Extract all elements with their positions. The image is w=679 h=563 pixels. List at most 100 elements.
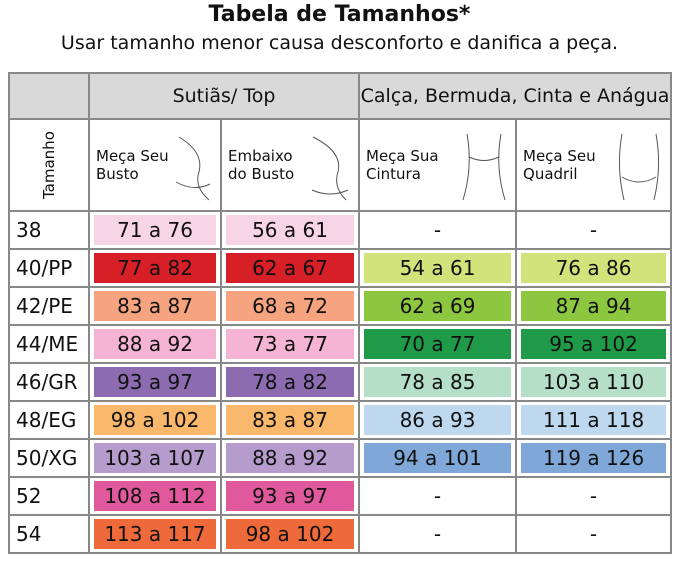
size-cell: 54 — [8, 514, 90, 554]
sketch — [462, 133, 506, 201]
range-cell: 103 a 107 — [88, 438, 222, 478]
data-row: 38 71 a 76 56 a 61- - — [8, 210, 673, 250]
range-cell: - — [358, 476, 518, 516]
cell-value: 83 a 87 — [226, 405, 355, 435]
column-text: Meça Seu Quadril — [523, 147, 596, 183]
range-cell: 70 a 77 — [358, 324, 518, 364]
range-cell: 88 a 92 — [219, 438, 361, 478]
size-cell: 50/XG — [8, 438, 90, 478]
column-text: Embaixo do Busto — [228, 147, 295, 183]
data-row: 46/GR 93 a 97 78 a 82 78 a 85 103 a 110 — [8, 362, 673, 402]
range-cell: 93 a 97 — [88, 362, 222, 402]
range-cell: 54 a 61 — [358, 248, 518, 288]
range-cell: 108 a 112 — [88, 476, 222, 516]
cell-value: 93 a 97 — [226, 481, 355, 511]
cell-value: 83 a 87 — [94, 291, 216, 321]
range-cell: 78 a 85 — [358, 362, 518, 402]
range-cell: 86 a 93 — [358, 400, 518, 440]
sketch — [618, 133, 660, 201]
cell-value: - — [521, 481, 667, 511]
cell-value: 113 a 117 — [94, 519, 216, 549]
range-cell: - — [515, 210, 673, 250]
cell-value: - — [521, 215, 667, 245]
cell-value: 95 a 102 — [521, 329, 667, 359]
range-cell: 119 a 126 — [515, 438, 673, 478]
column-text: Meça Sua Cintura — [366, 147, 439, 183]
cell-value: 62 a 67 — [226, 253, 355, 283]
cell-value: 77 a 82 — [94, 253, 216, 283]
cell-value: 78 a 85 — [364, 367, 512, 397]
column-header: Meça Seu Quadril — [515, 118, 673, 212]
cell-value: 88 a 92 — [94, 329, 216, 359]
size-cell: 52 — [8, 476, 90, 516]
range-cell: 78 a 82 — [219, 362, 361, 402]
range-cell: 62 a 67 — [219, 248, 361, 288]
sketch — [175, 136, 211, 201]
range-cell: - — [358, 210, 518, 250]
range-cell: 76 a 86 — [515, 248, 673, 288]
size-cell: 46/GR — [8, 362, 90, 402]
cell-value: 87 a 94 — [521, 291, 667, 321]
range-cell: 83 a 87 — [88, 286, 222, 326]
cell-value: 78 a 82 — [226, 367, 355, 397]
size-cell: 40/PP — [8, 248, 90, 288]
cell-value: 68 a 72 — [226, 291, 355, 321]
range-cell: 98 a 102 — [219, 514, 361, 554]
column-header: Meça Sua Cintura — [358, 118, 518, 212]
cell-value: - — [521, 519, 667, 549]
cell-value: 86 a 93 — [364, 405, 512, 435]
group-row: Sutiãs/ Top Calça, Bermuda, Cinta e Anág… — [8, 72, 673, 120]
data-row: 44/ME 88 a 92 73 a 77 70 a 77 95 a 102 — [8, 324, 673, 364]
range-cell: 68 a 72 — [219, 286, 361, 326]
cell-value: 76 a 86 — [521, 253, 667, 283]
cell-value: 62 a 69 — [364, 291, 512, 321]
range-cell: 94 a 101 — [358, 438, 518, 478]
range-cell: 62 a 69 — [358, 286, 518, 326]
data-row: 48/EG 98 a 102 83 a 87 86 a 93 111 a 118 — [8, 400, 673, 440]
range-cell: - — [358, 514, 518, 554]
cell-value: 98 a 102 — [94, 405, 216, 435]
size-cell: 42/PE — [8, 286, 90, 326]
range-cell: 83 a 87 — [219, 400, 361, 440]
cell-value: - — [364, 519, 512, 549]
range-cell: 71 a 76 — [88, 210, 222, 250]
column-header: Embaixo do Busto — [219, 118, 361, 212]
range-cell: 103 a 110 — [515, 362, 673, 402]
cell-value: - — [364, 481, 512, 511]
range-cell: - — [515, 514, 673, 554]
group-header: Calça, Bermuda, Cinta e Anágua — [358, 72, 673, 120]
column-row: Tamanho Meça Seu Busto Embaixo do Busto … — [9, 118, 673, 212]
range-cell: 88 a 92 — [88, 324, 222, 364]
cell-value: 88 a 92 — [226, 443, 355, 473]
data-row: 42/PE 83 a 87 68 a 72 62 a 69 87 a 94 — [8, 286, 673, 326]
sketch — [311, 136, 349, 201]
range-cell: 56 a 61 — [219, 210, 361, 250]
size-cell: 48/EG — [8, 400, 90, 440]
data-row: 50/XG 103 a 107 88 a 92 94 a 101 119 a 126 — [8, 438, 673, 478]
size-table: Sutiãs/ Top Calça, Bermuda, Cinta e Anág… — [8, 72, 673, 554]
cell-value: 73 a 77 — [226, 329, 355, 359]
cell-value: - — [364, 215, 512, 245]
cell-value: 71 a 76 — [94, 215, 216, 245]
cell-value: 70 a 77 — [364, 329, 512, 359]
range-cell: 113 a 117 — [88, 514, 222, 554]
subtitle: Usar tamanho menor causa desconforto e d… — [60, 32, 619, 54]
size-cell: 38 — [8, 210, 90, 250]
table-body: Sutiãs/ Top Calça, Bermuda, Cinta e Anág… — [8, 72, 673, 554]
size-cell: 44/ME — [8, 324, 90, 364]
cell-value: 54 a 61 — [364, 253, 512, 283]
cell-value: 98 a 102 — [226, 519, 355, 549]
cell-value: 56 a 61 — [226, 215, 355, 245]
cell-value: 93 a 97 — [94, 367, 216, 397]
column-header: Tamanho — [9, 119, 89, 211]
group-header: Sutiãs/ Top — [87, 72, 361, 120]
column-text: Meça Seu Busto — [96, 147, 169, 183]
cell-value: 94 a 101 — [364, 443, 512, 473]
cell-value: 103 a 110 — [521, 367, 667, 397]
cell-value: 108 a 112 — [94, 481, 216, 511]
data-row: 40/PP 77 a 82 62 a 67 54 a 61 76 a 86 — [8, 248, 673, 288]
range-cell: 77 a 82 — [88, 248, 222, 288]
column-header: Meça Seu Busto — [88, 118, 222, 212]
title: Tabela de Tamanhos* — [208, 2, 471, 27]
